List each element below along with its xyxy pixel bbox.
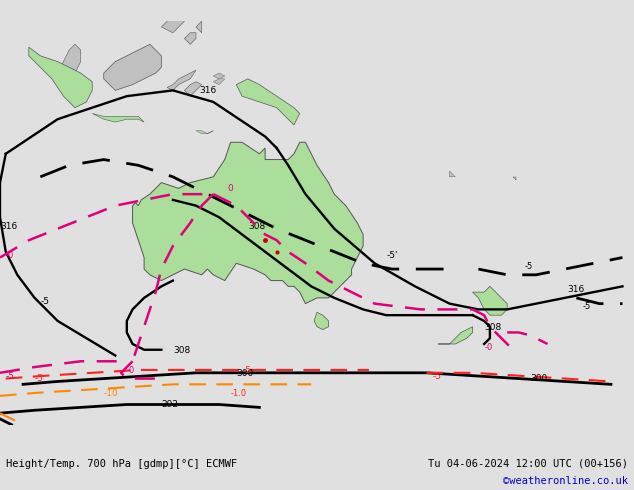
Polygon shape [184, 33, 196, 44]
Polygon shape [92, 114, 144, 122]
Polygon shape [167, 70, 196, 90]
Text: 316: 316 [0, 221, 17, 231]
Text: 292: 292 [162, 400, 178, 409]
Text: -5: -5 [242, 366, 251, 375]
Polygon shape [58, 44, 81, 79]
Polygon shape [213, 79, 225, 85]
Polygon shape [29, 47, 92, 108]
Polygon shape [236, 79, 300, 125]
Text: 316: 316 [567, 285, 585, 294]
Text: ©weatheronline.co.uk: ©weatheronline.co.uk [503, 476, 628, 486]
Polygon shape [162, 16, 184, 33]
Polygon shape [184, 82, 202, 96]
Polygon shape [450, 171, 455, 177]
Text: -5: -5 [6, 371, 15, 381]
Text: -5: -5 [432, 371, 441, 381]
Text: -0: -0 [127, 366, 135, 375]
Polygon shape [196, 21, 202, 33]
Text: -5: -5 [524, 262, 533, 271]
Polygon shape [133, 142, 363, 304]
Polygon shape [513, 177, 516, 180]
Text: -0: -0 [6, 250, 14, 260]
Polygon shape [104, 44, 162, 90]
Text: 308: 308 [173, 345, 190, 355]
Text: 0: 0 [228, 184, 233, 193]
Polygon shape [213, 73, 225, 79]
Text: 308: 308 [484, 322, 501, 332]
Text: -5: -5 [41, 296, 49, 306]
Text: 300: 300 [236, 368, 254, 378]
Text: -10: -10 [104, 389, 119, 398]
Text: 316: 316 [199, 86, 216, 95]
Text: Height/Temp. 700 hPa [gdmp][°C] ECMWF: Height/Temp. 700 hPa [gdmp][°C] ECMWF [6, 459, 238, 468]
Text: -1.0: -1.0 [231, 389, 247, 398]
Text: 300: 300 [530, 374, 548, 384]
Polygon shape [472, 286, 507, 315]
Text: -5: -5 [582, 302, 590, 312]
Polygon shape [196, 131, 213, 134]
Text: -0: -0 [484, 343, 493, 352]
Text: Tu 04-06-2024 12:00 UTC (00+156): Tu 04-06-2024 12:00 UTC (00+156) [428, 459, 628, 468]
Polygon shape [438, 327, 472, 344]
Polygon shape [314, 312, 328, 330]
Text: -5: -5 [35, 374, 44, 384]
Text: -5': -5' [386, 250, 398, 260]
Text: 308: 308 [248, 221, 265, 231]
